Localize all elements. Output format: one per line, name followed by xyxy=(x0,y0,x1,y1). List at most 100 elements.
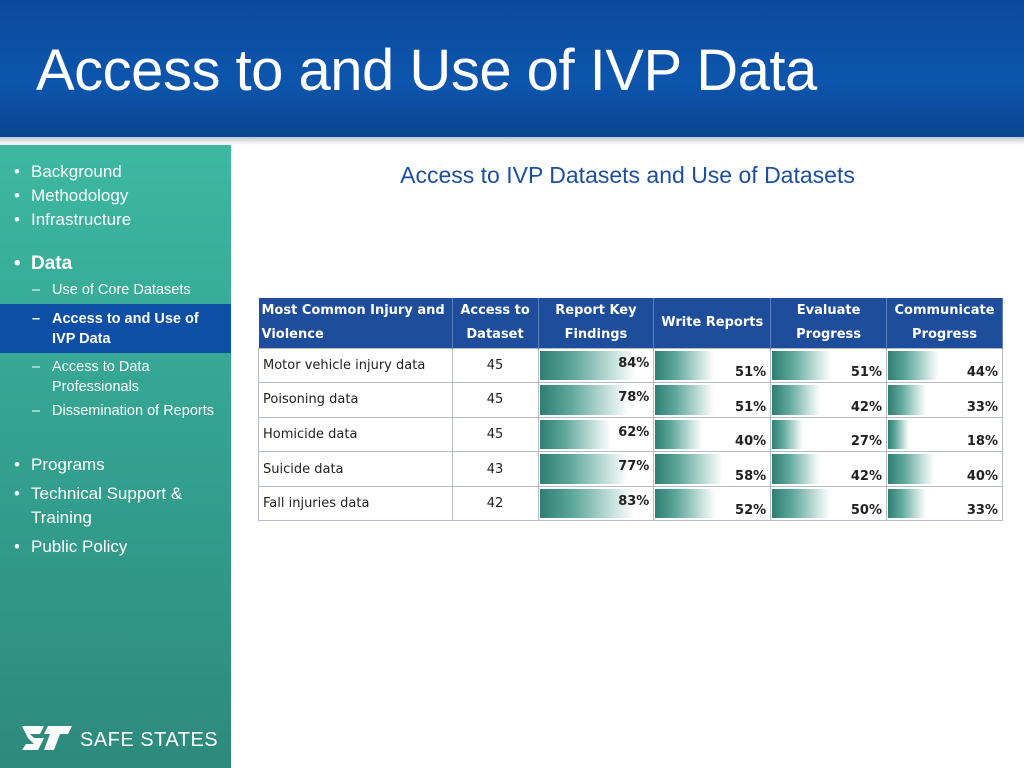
table-row: Fall injuries data 42 83% 52% 50% 33% xyxy=(258,485,1003,522)
data-bar xyxy=(539,419,611,450)
row-report-cell: 84% xyxy=(537,347,655,384)
data-bar xyxy=(888,385,926,415)
data-bar xyxy=(888,350,939,381)
nav-subitem-access-to-data-professionals[interactable]: Access to Data Professionals xyxy=(0,357,231,397)
column-header: Access to Dataset xyxy=(452,298,539,348)
data-label: 42% xyxy=(850,399,882,415)
safe-states-logo: SAFE STATES xyxy=(20,722,220,754)
nav-item-methodology[interactable]: Methodology xyxy=(0,184,231,208)
row-access-count: 45 xyxy=(451,347,539,384)
column-header: Report Key Findings xyxy=(538,298,655,348)
data-label: 62% xyxy=(618,424,650,440)
column-header: Communicate Progress xyxy=(886,298,1003,348)
data-label: 58% xyxy=(735,468,767,484)
data-label: 78% xyxy=(618,390,650,406)
logo-text: SAFE STATES xyxy=(80,729,219,751)
table-row: Suicide data 43 77% 58% 42% 40% xyxy=(258,451,1003,487)
column-header: Write Reports xyxy=(653,298,772,348)
column-header: Evaluate Progress xyxy=(770,298,887,348)
row-dataset-name: Motor vehicle injury data xyxy=(258,347,453,384)
data-label: 27% xyxy=(850,434,882,450)
data-label: 51% xyxy=(850,365,882,381)
data-bar xyxy=(539,350,636,381)
row-communicate-cell: 18% xyxy=(886,416,1003,453)
data-bar xyxy=(772,488,830,519)
row-dataset-name: Suicide data xyxy=(258,451,453,487)
data-label: 51% xyxy=(735,365,767,381)
data-label: 51% xyxy=(735,399,767,415)
data-label: 77% xyxy=(618,459,650,475)
row-dataset-name: Poisoning data xyxy=(258,382,453,418)
nav-item-background[interactable]: Background xyxy=(0,160,231,184)
sidebar: Background Methodology Infrastructure Da… xyxy=(0,145,231,768)
data-label: 42% xyxy=(850,468,882,484)
data-bar xyxy=(888,419,909,450)
row-access-count: 43 xyxy=(451,451,539,487)
data-label: 33% xyxy=(966,503,998,519)
column-header: Most Common Injury and Violence xyxy=(258,298,453,348)
sidebar-nav: Background Methodology Infrastructure Da… xyxy=(0,160,231,559)
table-row: Poisoning data 45 78% 51% 42% 33% xyxy=(258,382,1003,418)
ivp-datasets-table: Most Common Injury and Violence Access t… xyxy=(258,298,1003,522)
data-bar xyxy=(772,385,821,415)
data-bar xyxy=(888,454,934,484)
table-row: Motor vehicle injury data 45 84% 51% 51% 44% xyxy=(258,347,1003,384)
row-report-cell: 78% xyxy=(537,382,655,418)
nav-subitem-access-and-use-ivp-data[interactable]: Access to and Use of IVP Data xyxy=(0,304,231,353)
row-communicate-cell: 44% xyxy=(886,347,1003,384)
data-bar xyxy=(655,488,716,519)
row-write-cell: 40% xyxy=(653,416,772,453)
row-access-count: 45 xyxy=(451,382,539,418)
data-label: 50% xyxy=(850,503,882,519)
data-bar xyxy=(655,454,723,484)
data-bar xyxy=(539,385,630,415)
row-write-cell: 51% xyxy=(653,347,772,384)
data-bar xyxy=(655,419,702,450)
row-dataset-name: Homicide data xyxy=(258,416,453,453)
data-bar xyxy=(539,488,635,519)
slide-subtitle: Access to IVP Datasets and Use of Datase… xyxy=(400,162,855,188)
row-evaluate-cell: 50% xyxy=(770,485,887,522)
row-report-cell: 62% xyxy=(537,416,655,453)
data-label: 40% xyxy=(966,468,998,484)
data-label: 84% xyxy=(618,355,650,371)
row-access-count: 42 xyxy=(451,485,539,522)
row-evaluate-cell: 51% xyxy=(770,347,887,384)
data-bar xyxy=(655,350,715,381)
nav-item-programs[interactable]: Programs xyxy=(0,453,231,477)
nav-item-technical-support-training[interactable]: Technical Support & Training xyxy=(0,482,231,530)
row-dataset-name: Fall injuries data xyxy=(258,485,453,522)
safe-states-logo-mark-icon xyxy=(22,726,72,750)
row-evaluate-cell: 42% xyxy=(770,382,887,418)
nav-item-data[interactable]: Data xyxy=(0,252,231,276)
row-communicate-cell: 33% xyxy=(886,382,1003,418)
nav-item-public-policy[interactable]: Public Policy xyxy=(0,535,231,559)
row-write-cell: 51% xyxy=(653,382,772,418)
row-communicate-cell: 33% xyxy=(886,485,1003,522)
data-label: 83% xyxy=(618,493,650,509)
data-bar xyxy=(655,385,715,415)
row-evaluate-cell: 42% xyxy=(770,451,887,487)
row-access-count: 45 xyxy=(451,416,539,453)
slide-title: Access to and Use of IVP Data xyxy=(36,38,817,103)
data-label: 18% xyxy=(966,434,998,450)
row-evaluate-cell: 27% xyxy=(770,416,887,453)
data-bar xyxy=(772,419,804,450)
data-label: 40% xyxy=(735,434,767,450)
data-bar xyxy=(772,350,831,381)
nav-subitem-use-of-core-datasets[interactable]: Use of Core Datasets xyxy=(0,280,231,300)
row-report-cell: 83% xyxy=(537,485,655,522)
row-report-cell: 77% xyxy=(537,451,655,487)
title-bar: Access to and Use of IVP Data xyxy=(0,0,1024,137)
nav-subitem-dissemination-of-reports[interactable]: Dissemination of Reports xyxy=(0,401,231,421)
table-body: Motor vehicle injury data 45 84% 51% 51% 44% P… xyxy=(258,347,1003,522)
data-bar xyxy=(539,454,628,484)
nav-item-infrastructure[interactable]: Infrastructure xyxy=(0,208,231,232)
title-divider xyxy=(0,137,1024,145)
table-row: Homicide data 45 62% 40% 27% 18% xyxy=(258,416,1003,453)
data-label: 33% xyxy=(966,399,998,415)
row-write-cell: 52% xyxy=(653,485,772,522)
table-header-row: Most Common Injury and Violence Access t… xyxy=(258,298,1003,348)
row-write-cell: 58% xyxy=(653,451,772,487)
data-label: 52% xyxy=(735,503,767,519)
